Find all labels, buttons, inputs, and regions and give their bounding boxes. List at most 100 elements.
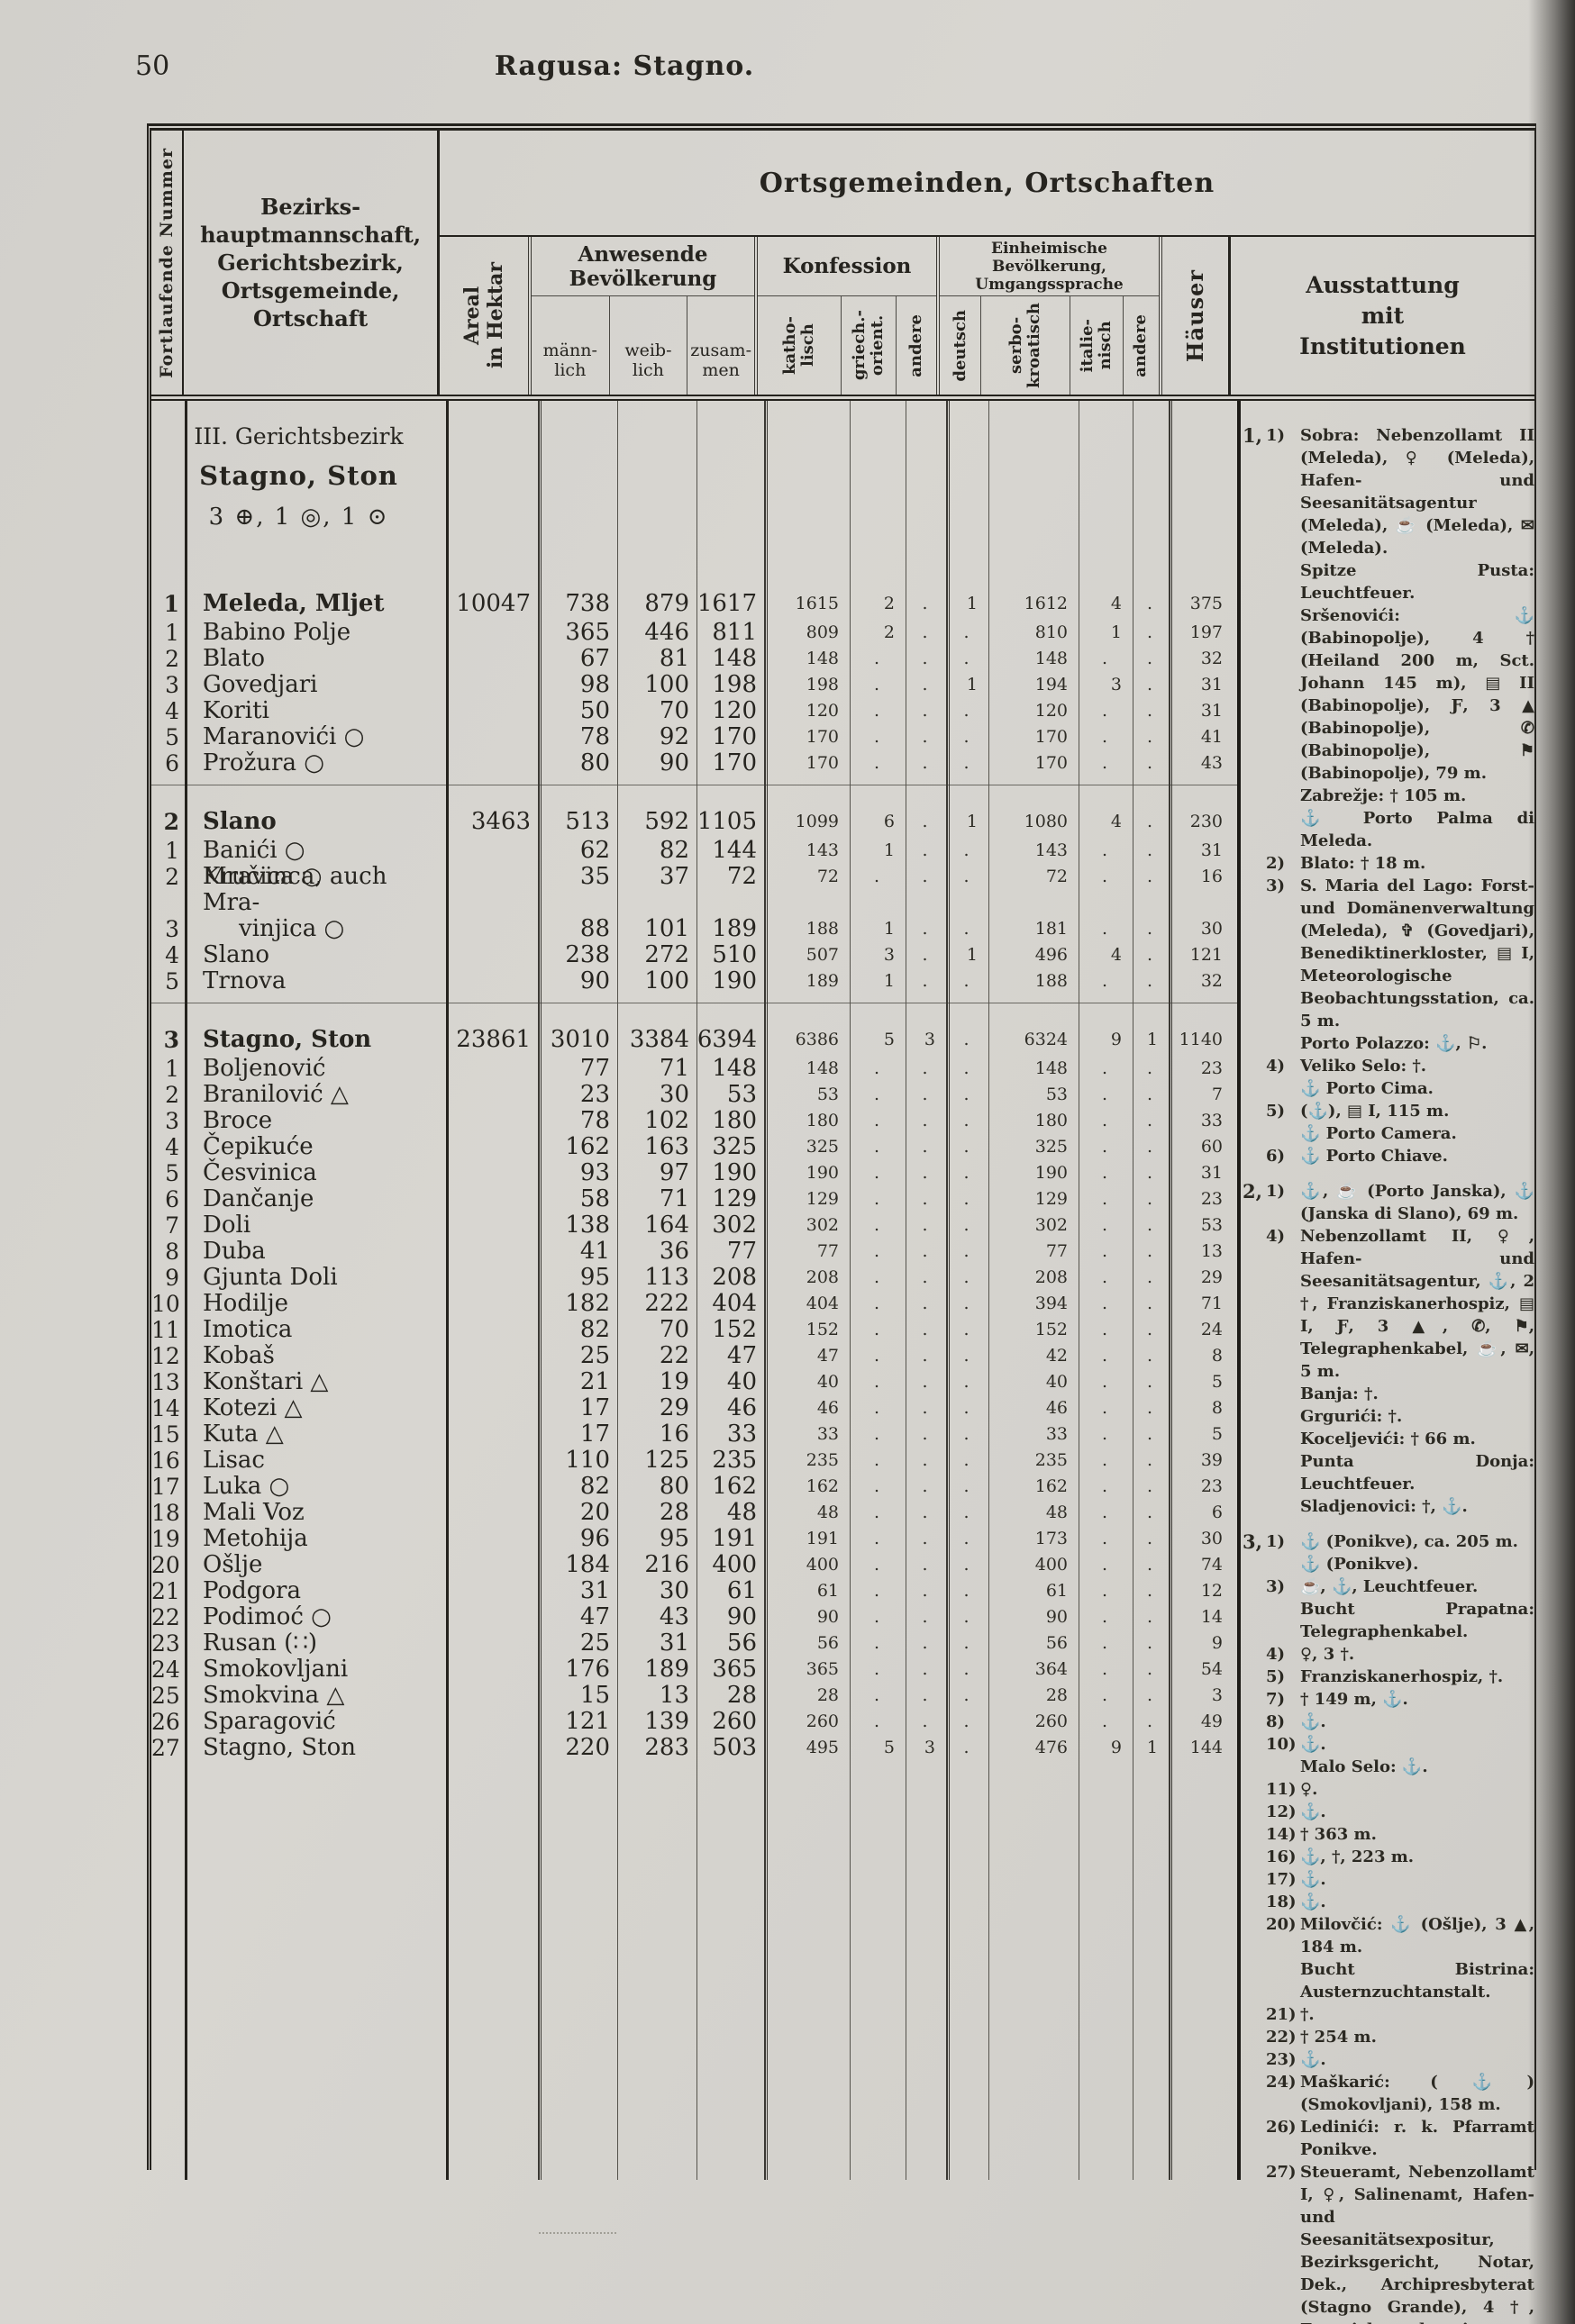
cell-hs: 60 <box>1200 1137 1223 1157</box>
cell-de: . <box>963 1241 970 1261</box>
cell-w: 28 <box>659 1499 689 1526</box>
cell-name: Maranovići ○ <box>203 723 365 750</box>
page-number: 50 <box>135 50 170 82</box>
cell-griech: . <box>873 1267 880 1287</box>
cell-sk: 364 <box>1034 1659 1068 1679</box>
annotation-text: ⚓ Porto Cima. <box>1300 1079 1434 1098</box>
annotation-text: ⚓ Porto Camera. <box>1300 1124 1457 1143</box>
cell-de: . <box>963 1476 970 1496</box>
cell-sk: 180 <box>1034 1111 1068 1130</box>
cell-name: Sparagović <box>203 1708 336 1735</box>
cell-it: . <box>1101 840 1108 860</box>
cell-kath: 152 <box>806 1320 839 1339</box>
cell-m: 738 <box>565 590 610 617</box>
table-row: 1 Banići ○ 62 82 144 143 1.. 143.. 31 <box>151 838 1534 865</box>
table-row: 3 Mravinca, auch Mra-vinjica ○ 88 101 189 188… <box>151 864 1534 943</box>
cell-nr: 21 <box>151 1578 180 1604</box>
table-row: 25 Smokvina △ 15 13 28 28... 28.. 3 <box>151 1682 1534 1710</box>
cell-it: . <box>1101 1398 1108 1418</box>
cell-it: . <box>1101 649 1108 668</box>
cell-hs: 31 <box>1200 840 1223 860</box>
table-row: 2 Branilović △ 23 30 53 53... 53.. 7 <box>151 1081 1534 1109</box>
cell-griech: . <box>873 649 880 668</box>
cell-nr: 1 <box>165 1056 179 1082</box>
group-title-konfession: Konfession <box>758 237 936 296</box>
col-header-griechisch-label: griech.- orient. <box>850 310 888 381</box>
annotation-item: Grgurići: †. <box>1248 1405 1534 1428</box>
cell-name: Rusan (∷) <box>203 1630 318 1657</box>
cell-nr: 4 <box>165 1134 179 1160</box>
annotation-item: ⚓ Porto Cima. <box>1248 1077 1534 1100</box>
cell-and2: . <box>1146 594 1153 613</box>
cell-griech: . <box>873 675 880 694</box>
cell-hs: 121 <box>1189 945 1223 965</box>
table-row: 19 Metohija 96 95 191 191... 173.. 30 <box>151 1526 1534 1553</box>
cell-and1: . <box>922 1189 928 1209</box>
cell-griech: . <box>873 1581 880 1601</box>
annotation-text: Zabrežje: † 105 m. <box>1300 786 1467 805</box>
annotation-ref-number: 24) <box>1266 2073 1297 2092</box>
annotation-item: 8) ⚓. <box>1248 1711 1534 1733</box>
cell-sk: 61 <box>1045 1581 1068 1601</box>
cell-nr: 27 <box>151 1735 180 1761</box>
annotation-ref-number: 22) <box>1266 2028 1297 2047</box>
cell-name: Hodilje <box>203 1290 289 1317</box>
cell-kath: 365 <box>806 1659 839 1679</box>
cell-m: 35 <box>579 863 610 890</box>
cell-de: . <box>963 622 970 642</box>
cell-nr: 4 <box>165 942 179 968</box>
annotation-ref-number: 12) <box>1266 1802 1297 1821</box>
col-header-italienisch-label: italie- nisch <box>1077 318 1115 373</box>
col-header-andere-konfession: andere <box>897 296 936 395</box>
cell-and1: . <box>922 840 928 860</box>
cell-it: . <box>1101 1711 1108 1731</box>
annotation-item: 18) ⚓. <box>1248 1891 1534 1913</box>
cell-and1: . <box>922 812 928 831</box>
cell-griech: . <box>873 1424 880 1444</box>
cell-and1: . <box>922 1711 928 1731</box>
cell-kath: 495 <box>806 1738 839 1757</box>
cell-name: Luka ○ <box>203 1473 290 1500</box>
cell-z: 170 <box>712 723 757 750</box>
cell-and2: . <box>1146 1555 1153 1575</box>
annotation-ref-number: 23) <box>1266 2050 1297 2069</box>
cell-m: 80 <box>579 749 610 776</box>
cell-griech: . <box>873 727 880 747</box>
cell-and1: . <box>922 1058 928 1078</box>
cell-kath: 6386 <box>795 1030 839 1049</box>
cell-w: 22 <box>659 1342 689 1369</box>
column-divider <box>617 401 618 2180</box>
cell-griech: . <box>873 1137 880 1157</box>
cell-kath: 53 <box>816 1085 839 1104</box>
cell-it: 4 <box>1110 812 1122 831</box>
cell-w: 592 <box>644 808 689 835</box>
cell-griech: . <box>873 1320 880 1339</box>
cell-hs: 23 <box>1200 1189 1223 1209</box>
cell-z: 33 <box>726 1421 757 1448</box>
annotation-text: ⚓ Porto Chiave. <box>1300 1147 1448 1166</box>
annotation-text: (⚓), ▤ I, 115 m. <box>1300 1102 1450 1121</box>
cell-de: . <box>963 1711 970 1731</box>
cell-nr: 10 <box>151 1291 180 1317</box>
cell-z: 148 <box>712 645 757 672</box>
cell-and2: . <box>1146 945 1153 965</box>
cell-and2: . <box>1146 622 1153 642</box>
cell-name: Branilović △ <box>203 1081 349 1108</box>
cell-it: . <box>1101 1424 1108 1444</box>
cell-m: 15 <box>579 1682 610 1709</box>
cell-de: . <box>963 1659 970 1679</box>
cell-m: 78 <box>579 723 610 750</box>
cell-w: 189 <box>644 1656 689 1683</box>
table-row: 2 Slano 3463 513 592 1105 1099 6. 1 1080 4. 230 <box>151 793 1534 838</box>
cell-hs: 23 <box>1200 1476 1223 1496</box>
cell-kath: 72 <box>816 867 839 886</box>
cell-sk: 28 <box>1045 1685 1068 1705</box>
cell-and2: . <box>1146 649 1153 668</box>
cell-z: 77 <box>726 1238 757 1265</box>
annotation-item: 4) Nebenzollamt II, ♀, Hafen- und Seesani… <box>1248 1225 1534 1383</box>
cell-m: 162 <box>565 1133 610 1160</box>
annotation-item: 17) ⚓. <box>1248 1868 1534 1891</box>
cell-and1: . <box>922 1476 928 1496</box>
cell-and1: . <box>922 1581 928 1601</box>
cell-griech: . <box>873 1555 880 1575</box>
